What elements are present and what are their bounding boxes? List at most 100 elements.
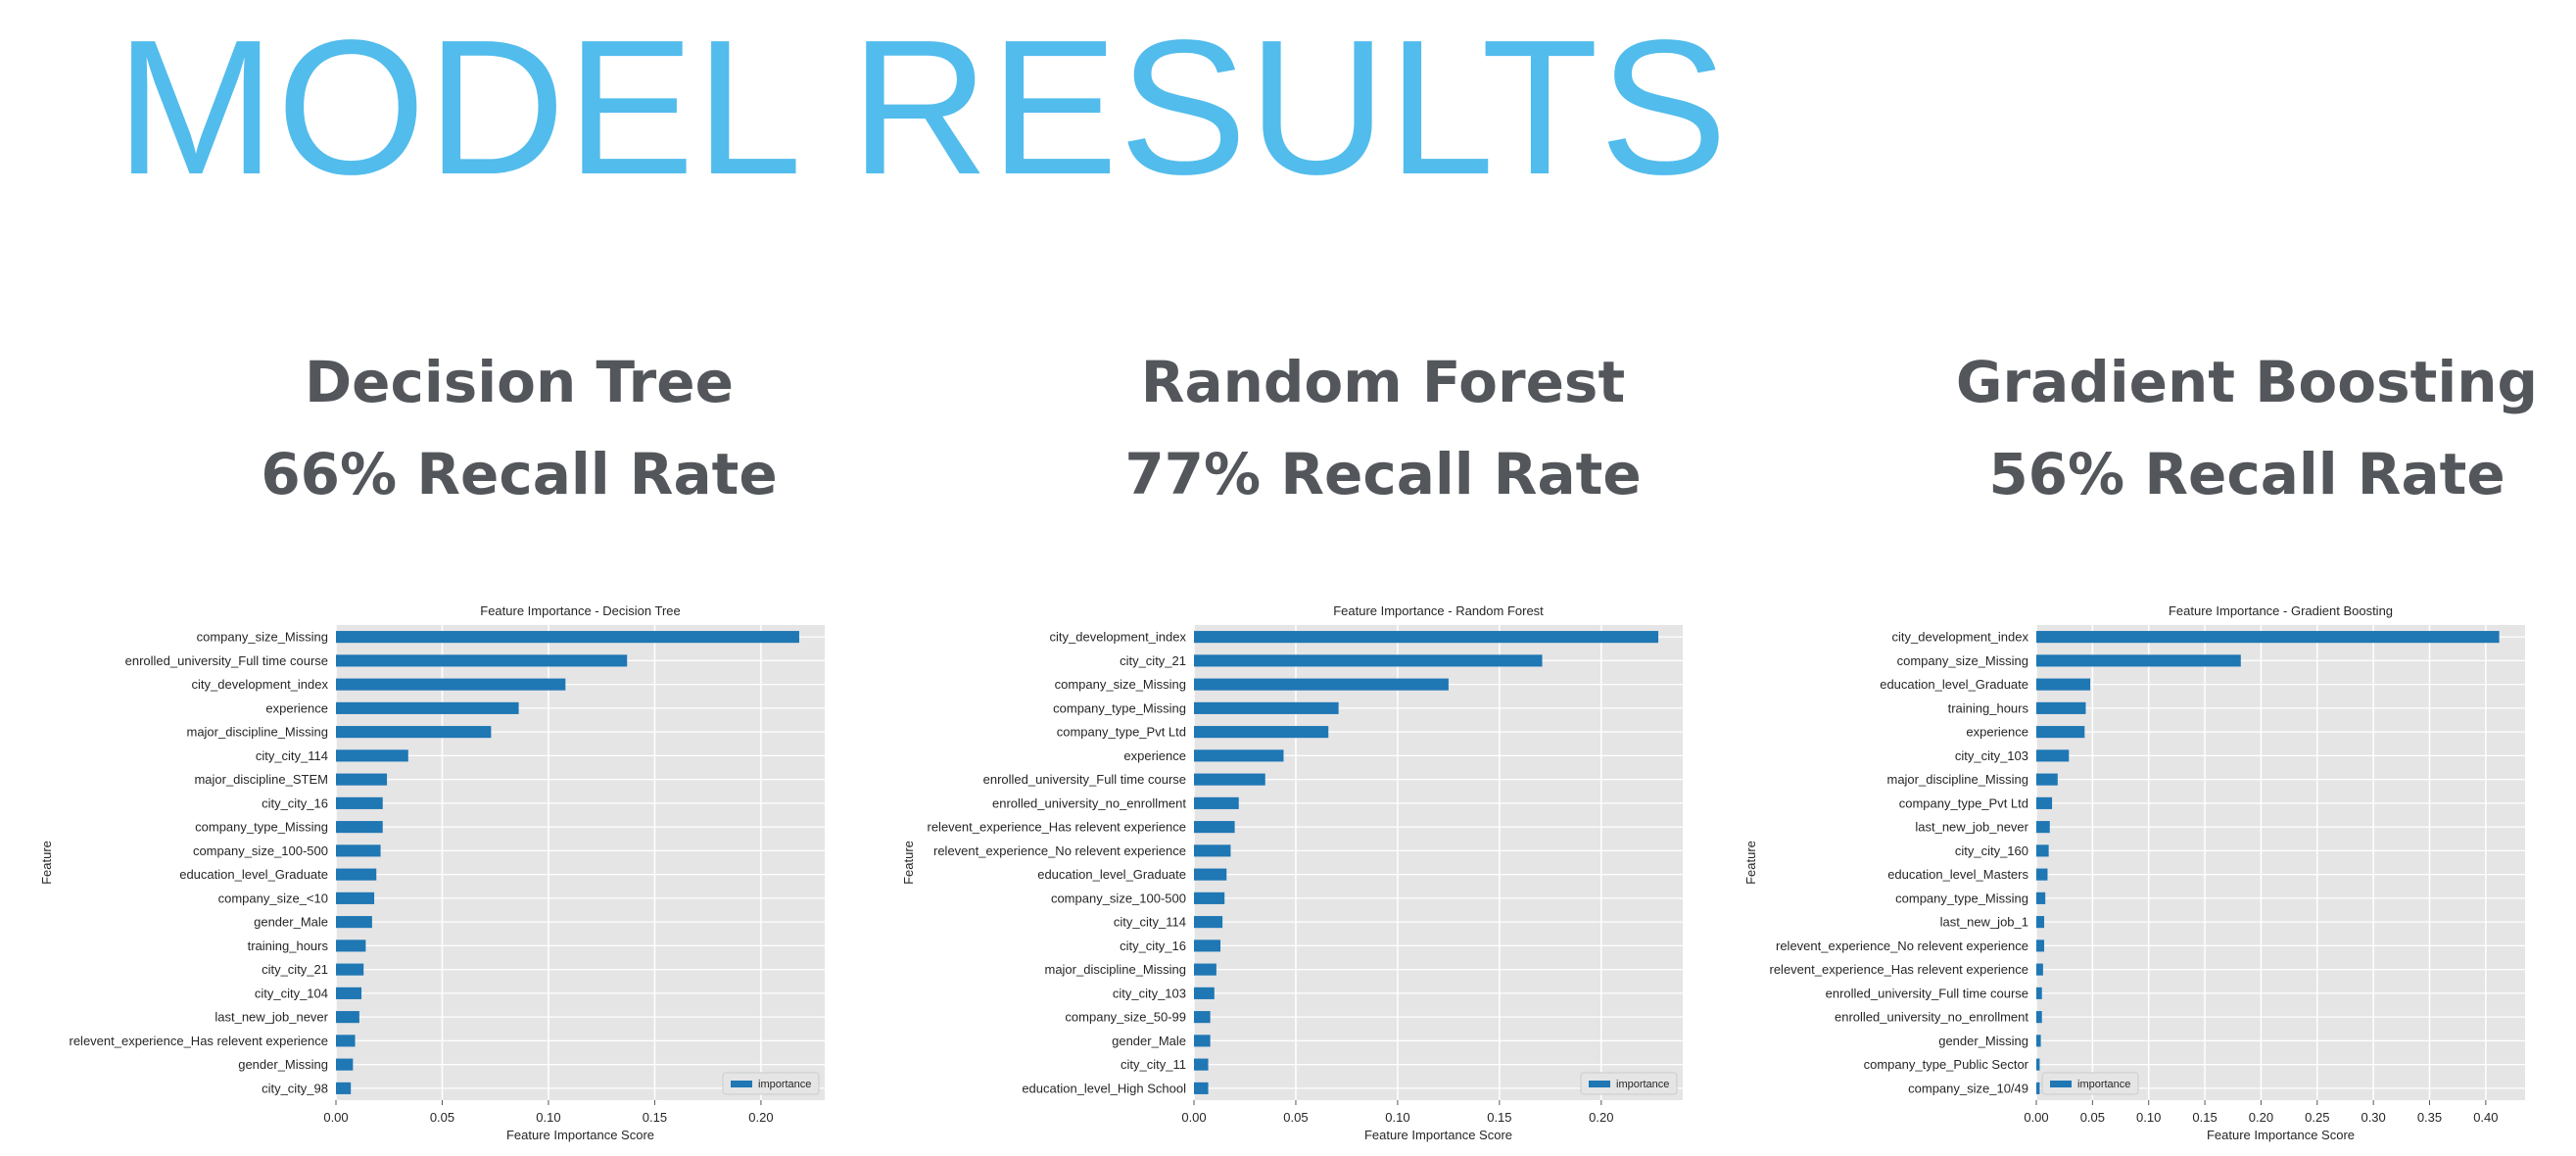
gradient-boosting-category-label: city_city_103 [1955, 748, 2028, 763]
random-forest-x-tick-label: 0.10 [1385, 1110, 1409, 1125]
decision-tree-bar [336, 916, 372, 929]
decision-tree-category-label: relevent_experience_Has relevent experie… [70, 1034, 329, 1048]
gradient-boosting-bar [2036, 749, 2070, 762]
gradient-boosting-x-tick-label: 0.15 [2192, 1110, 2217, 1125]
gradient-boosting-category-label: company_type_Missing [1895, 891, 2028, 905]
gradient-boosting-bar [2036, 868, 2048, 881]
gradient-boosting-bar [2036, 654, 2241, 667]
gradient-boosting-x-tick-label: 0.00 [2024, 1110, 2048, 1125]
gradient-boosting-bar [2036, 773, 2058, 786]
decision-tree-bar [336, 726, 492, 739]
gradient-boosting-bar [2036, 631, 2500, 644]
random-forest-category-label: city_city_16 [1120, 939, 1186, 953]
decision-tree-category-label: city_city_104 [255, 986, 328, 1000]
gradient-boosting-category-label: relevent_experience_Has relevent experie… [1770, 962, 2029, 977]
gradient-boosting-x-tick-label: 0.35 [2417, 1110, 2442, 1125]
decision-tree-bar [336, 773, 388, 786]
decision-tree-category-label: training_hours [248, 939, 329, 953]
gradient-boosting-bar [2036, 821, 2050, 834]
random-forest-bar [1194, 796, 1239, 809]
gradient-boosting-bar [2036, 916, 2045, 929]
gradient-boosting-bar [2036, 726, 2085, 739]
decision-tree-legend-swatch [731, 1081, 752, 1087]
random-forest-x-axis-label: Feature Importance Score [1364, 1128, 1512, 1142]
random-forest-heading: Random Forest [1140, 349, 1626, 415]
gradient-boosting-bar [2036, 678, 2091, 691]
random-forest-category-label: company_type_Pvt Ltd [1057, 725, 1186, 740]
gradient-boosting-bar [2036, 844, 2049, 857]
decision-tree-category-label: experience [265, 700, 328, 715]
decision-tree-bar [336, 1058, 354, 1071]
decision-tree-x-tick-label: 0.20 [748, 1110, 773, 1125]
random-forest-bar [1194, 821, 1235, 834]
gradient-boosting-importance-chart: 0.00 0.05 0.10 0.15 0.20 0.25 0.30 0.35 0.40 city… [1704, 591, 2547, 1149]
gradient-boosting-category-label: city_development_index [1892, 630, 2029, 645]
gradient-boosting-x-tick-label: 0.05 [2080, 1110, 2105, 1125]
decision-tree-bar [336, 844, 381, 857]
random-forest-plot-area [1194, 625, 1683, 1100]
random-forest-category-label: company_size_50-99 [1065, 1010, 1186, 1025]
random-forest-bar [1194, 916, 1223, 929]
decision-tree-category-label: major_discipline_STEM [194, 772, 328, 787]
random-forest-category-label: education_level_High School [1022, 1081, 1186, 1095]
random-forest-category-label: enrolled_university_no_enrollment [992, 795, 1186, 810]
decision-tree-bar [336, 631, 799, 644]
gradient-boosting-category-label: major_discipline_Missing [1886, 772, 2028, 787]
gradient-boosting-chart-svg: 0.00 0.05 0.10 0.15 0.20 0.25 0.30 0.35 0.40 city… [1743, 603, 2525, 1142]
gradient-boosting-category-label: last_new_job_never [1915, 820, 2028, 835]
random-forest-bar [1194, 868, 1227, 881]
gradient-boosting-x-tick-label: 0.40 [2473, 1110, 2498, 1125]
gradient-boosting-bar [2036, 963, 2043, 976]
random-forest-category-label: city_city_21 [1120, 653, 1186, 668]
gradient-boosting-bar [2036, 796, 2053, 809]
gradient-boosting-x-tick-label: 0.30 [2361, 1110, 2385, 1125]
gradient-boosting-bar [2036, 891, 2046, 904]
page-title: MODEL RESULTS [116, 0, 1729, 215]
random-forest-recall: 77% Recall Rate [1124, 441, 1642, 507]
random-forest-bar [1194, 701, 1339, 714]
gradient-boosting-category-label: experience [1966, 725, 2028, 740]
random-forest-chart-svg: 0.00 0.05 0.10 0.15 0.20 city_development_ind… [901, 603, 1683, 1142]
random-forest-bar [1194, 1011, 1211, 1024]
random-forest-category-label: city_city_103 [1113, 986, 1186, 1000]
random-forest-x-tick-label: 0.05 [1283, 1110, 1308, 1125]
gradient-boosting-category-label: enrolled_university_no_enrollment [1835, 1010, 2028, 1025]
decision-tree-category-label: city_city_16 [262, 795, 328, 810]
random-forest-bar [1194, 1058, 1209, 1071]
gradient-boosting-bar [2036, 1035, 2041, 1047]
gradient-boosting-bar [2036, 939, 2045, 952]
random-forest-x-tick-label: 0.20 [1589, 1110, 1613, 1125]
decision-tree-x-tick-label: 0.00 [323, 1110, 348, 1125]
decision-tree-chart-title: Feature Importance - Decision Tree [480, 603, 680, 618]
decision-tree-plot-area [336, 625, 825, 1100]
decision-tree-bar [336, 654, 628, 667]
random-forest-category-label: enrolled_university_Full time course [983, 772, 1186, 787]
random-forest-bar [1194, 654, 1543, 667]
gradient-boosting-legend [2041, 1072, 2139, 1095]
gradient-boosting-category-label: city_city_160 [1955, 843, 2028, 858]
gradient-boosting-bar [2036, 701, 2086, 714]
random-forest-category-label: city_city_11 [1121, 1057, 1186, 1072]
gradient-boosting-category-label: education_level_Graduate [1880, 677, 2028, 692]
gradient-boosting-category-label: company_size_Missing [1897, 653, 2028, 668]
decision-tree-bar [336, 1035, 356, 1047]
random-forest-bar [1194, 939, 1221, 952]
random-forest-importance-chart: 0.00 0.05 0.10 0.15 0.20 city_development_ind… [862, 591, 1704, 1149]
decision-tree-category-label: enrolled_university_Full time course [125, 653, 328, 668]
gradient-boosting-plot-area [2036, 625, 2525, 1100]
decision-tree-chart-svg: 0.00 0.05 0.10 0.15 0.20 company_size_Missing… [39, 603, 825, 1142]
decision-tree-bar [336, 1082, 352, 1094]
decision-tree-bar [336, 891, 375, 904]
random-forest-x-tick-label: 0.00 [1181, 1110, 1206, 1125]
gradient-boosting-category-label: gender_Missing [1938, 1034, 2028, 1048]
decision-tree-bar [336, 678, 566, 691]
decision-tree-bar [336, 796, 383, 809]
random-forest-y-axis-label: Feature [901, 841, 916, 885]
decision-tree-bar [336, 939, 366, 952]
decision-tree-x-axis-label: Feature Importance Score [506, 1128, 654, 1142]
random-forest-bar [1194, 749, 1284, 762]
decision-tree-bar [336, 963, 364, 976]
random-forest-bar [1194, 678, 1449, 691]
decision-tree-x-tick-label: 0.10 [536, 1110, 560, 1125]
random-forest-category-label: company_size_Missing [1055, 677, 1186, 692]
